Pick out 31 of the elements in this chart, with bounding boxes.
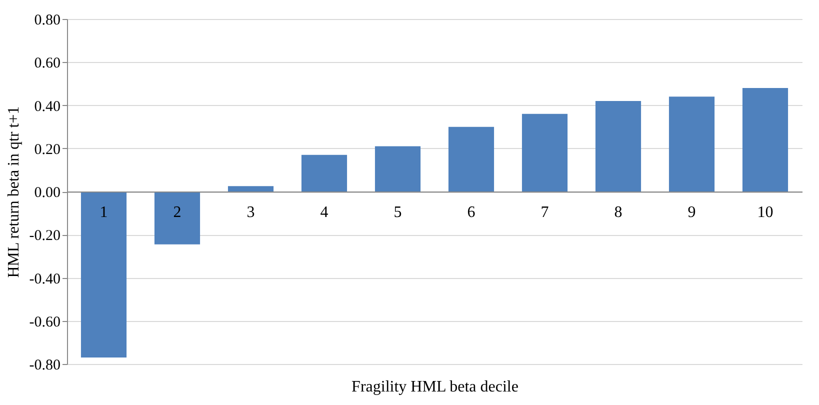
y-tick-label: -0.80 bbox=[29, 358, 60, 374]
bar bbox=[228, 186, 274, 192]
bar bbox=[595, 100, 642, 192]
y-tick-label: 0.20 bbox=[34, 142, 60, 158]
y-axis-title: HML return beta in qtr t+1 bbox=[5, 106, 22, 278]
y-tick-label: -0.20 bbox=[29, 228, 60, 244]
y-tick-label: 0.80 bbox=[34, 12, 60, 28]
y-tick-label: 0.60 bbox=[34, 56, 60, 72]
x-tick-label: 1 bbox=[100, 204, 108, 221]
bar bbox=[668, 96, 715, 192]
y-tick-label: -0.40 bbox=[29, 271, 60, 288]
bar bbox=[80, 192, 127, 358]
x-tick-label: 3 bbox=[246, 204, 255, 221]
x-tick-label: 10 bbox=[757, 204, 774, 221]
x-tick-label: 5 bbox=[394, 204, 402, 221]
bar bbox=[448, 126, 494, 192]
x-axis-title: Fragility HML beta decile bbox=[352, 378, 518, 396]
y-tick-label: -0.60 bbox=[29, 314, 60, 330]
bar bbox=[742, 88, 788, 192]
x-tick-label: 4 bbox=[320, 204, 328, 221]
bar bbox=[522, 114, 568, 192]
y-tick-label: 0.00 bbox=[34, 185, 60, 201]
bar bbox=[154, 192, 200, 244]
x-tick-label: 8 bbox=[614, 204, 622, 221]
y-tick-label: 0.40 bbox=[34, 98, 60, 115]
bar bbox=[374, 146, 421, 192]
bar bbox=[301, 154, 348, 192]
x-tick-label: 2 bbox=[173, 204, 182, 221]
x-tick-label: 9 bbox=[688, 204, 696, 221]
x-tick-label: 6 bbox=[467, 204, 476, 221]
x-tick-label: 7 bbox=[540, 204, 549, 221]
